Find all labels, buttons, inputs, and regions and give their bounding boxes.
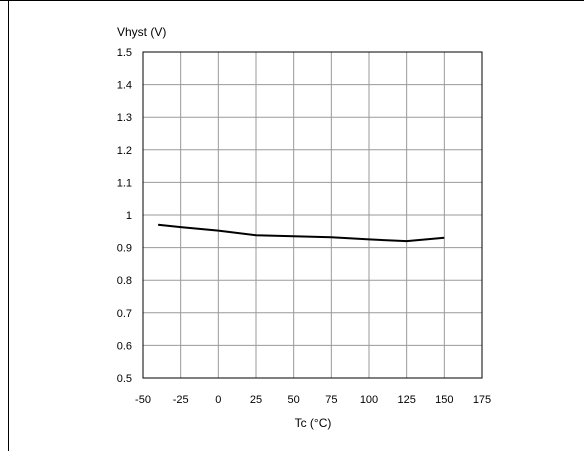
x-axis-label: Tc (°C) — [295, 416, 332, 430]
x-tick-label: 150 — [435, 394, 453, 406]
y-tick-label: 1.3 — [117, 112, 132, 124]
x-tick-label: 25 — [250, 394, 262, 406]
x-tick-label: 0 — [215, 394, 221, 406]
x-tick-label: 50 — [288, 394, 300, 406]
y-tick-label: 1.2 — [117, 145, 132, 157]
x-tick-label: -50 — [135, 394, 151, 406]
series — [157, 223, 445, 243]
y-tick-labels: 0.5 0.6 0.7 0.8 0.9 1 1.1 1.2 1.3 1.4 1.5 — [117, 47, 132, 385]
x-tick-label: 75 — [325, 394, 337, 406]
y-tick-label: 0.5 — [117, 373, 132, 385]
x-tick-label: 175 — [473, 394, 491, 406]
y-tick-label: 1.4 — [117, 80, 132, 92]
y-tick-label: 0.6 — [117, 340, 132, 352]
plot-area-border — [142, 51, 483, 379]
series-line — [157, 223, 445, 243]
y-tick-label: 1 — [126, 210, 132, 222]
x-tick-labels: -50 -25 0 25 50 75 100 125 150 175 — [135, 394, 491, 406]
grid — [142, 51, 483, 379]
x-tick-label: -25 — [173, 394, 189, 406]
x-tick-label: 100 — [360, 394, 378, 406]
y-tick-label: 1.1 — [117, 177, 132, 189]
y-axis-label: Vhyst (V) — [117, 25, 166, 39]
y-tick-label: 0.9 — [117, 243, 132, 255]
y-tick-label: 1.5 — [117, 47, 132, 59]
x-tick-label: 125 — [397, 394, 415, 406]
y-tick-label: 0.8 — [117, 275, 132, 287]
y-tick-label: 0.7 — [117, 308, 132, 320]
